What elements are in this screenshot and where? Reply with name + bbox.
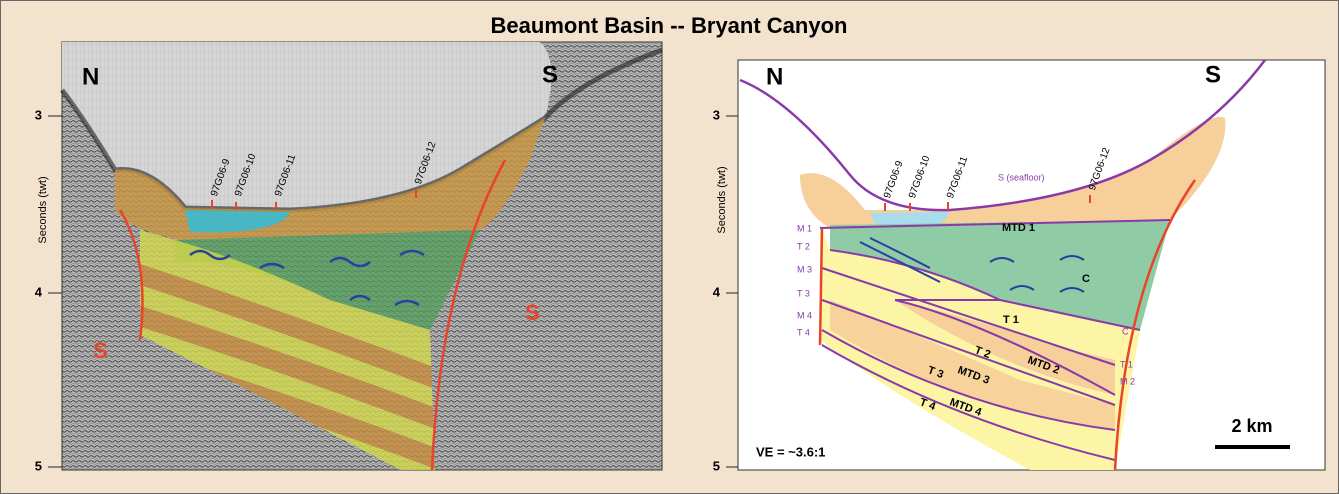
salt-label: S [525,300,540,325]
side-label: C [1122,326,1129,336]
side-label: M 1 [797,223,812,233]
tick-label: 3 [35,107,42,122]
side-label: T 3 [797,288,810,298]
axis-label: Seconds (twt) [37,176,49,243]
tick-label: 3 [713,107,720,122]
tick-label: 4 [35,284,43,299]
side-label: M 4 [797,310,812,320]
side-label: M 3 [797,264,812,274]
unit-label: C [1082,273,1090,285]
compass-label: S [1205,61,1221,88]
unit-label: T 1 [1003,314,1019,326]
axis-label: Seconds (twt) [716,166,728,233]
tick-label: 5 [35,458,42,473]
figure: Beaumont Basin -- Bryant Canyon Seconds … [0,0,1339,494]
side-label: T 1 [1120,359,1133,369]
side-label: T 2 [797,241,810,251]
unit-label: MTD 1 [1002,222,1035,234]
tick-label: 4 [713,284,721,299]
compass-label: N [82,63,99,90]
seafloor-label: S (seafloor) [998,172,1045,182]
compass-label: N [766,63,783,90]
salt-label: S [93,338,108,363]
side-label: T 4 [797,327,810,337]
compass-label: S [542,61,558,88]
title: Beaumont Basin -- Bryant Canyon [491,13,848,38]
side-label: M 2 [1120,376,1135,386]
scale-label: 2 km [1231,416,1272,436]
ve-label: VE = ~3.6:1 [756,444,825,459]
seismic-panel [62,42,662,494]
interpretation-panel [738,60,1325,470]
tick-label: 5 [713,458,720,473]
